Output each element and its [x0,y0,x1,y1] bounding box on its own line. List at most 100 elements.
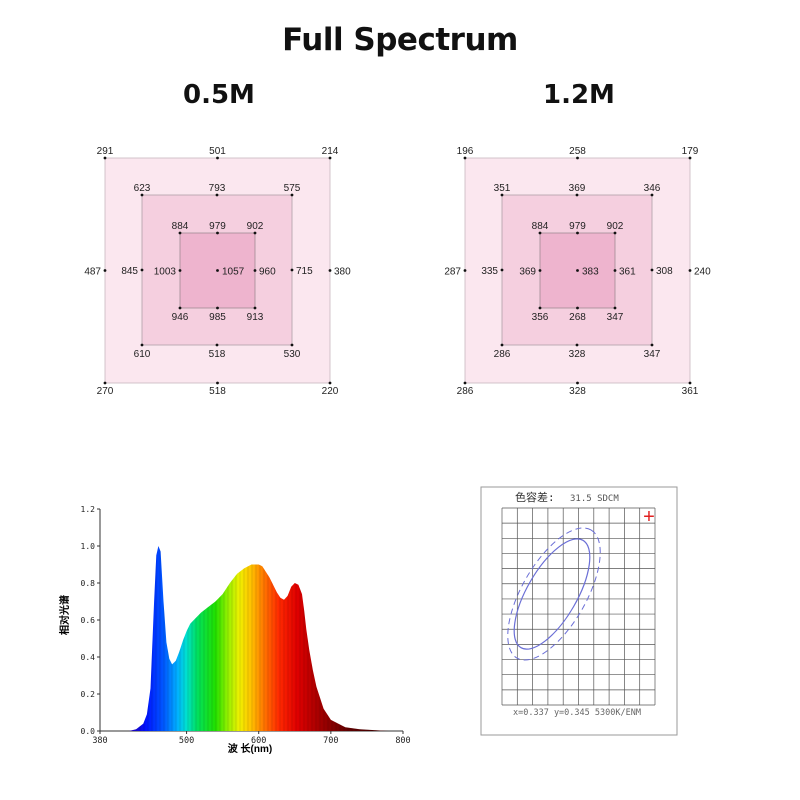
grid-value-outer-bl: 286 [457,386,474,397]
grid-value-inner-tm: 979 [569,221,586,232]
grid-value-center: 383 [582,267,599,278]
grid-value-inner-tr: 902 [607,221,624,232]
grid-point [290,343,294,347]
grid-point [613,231,617,235]
grid-value-middle-mr: 308 [656,266,673,277]
grid-point [328,156,332,160]
grid-value-middle-mr: 715 [296,266,313,277]
grid-value-outer-tl: 196 [457,146,474,157]
grid-title-0: 0.5M [183,80,255,110]
grid-point [576,231,579,235]
grid-value-middle-tl: 623 [134,183,151,194]
grid-value-outer-bl: 270 [97,386,114,397]
tolerance-ellipse-inner [513,538,591,650]
grid-point [140,193,144,197]
y-tick-label: 0.2 [81,690,96,699]
grid-0: 291 501 214 487 380 270 518 220 623 793 575 845 715 6… [84,146,351,397]
grid-value-middle-tm: 793 [209,183,226,194]
grid-value-outer-tr: 179 [682,146,699,157]
grid-point [538,269,542,272]
spectrum-area [128,546,403,731]
x-tick-label: 700 [323,736,338,746]
grid-point [103,156,107,160]
grid-value-outer-tm: 501 [209,146,226,157]
grid-point [688,269,692,272]
grid-point [216,231,219,235]
grid-point [500,268,504,272]
grid-value-center: 1057 [222,267,245,278]
tolerance-value: 31.5 SDCM [570,494,619,504]
tolerance-label: 色容差: [515,490,555,504]
target-marker: + [643,506,655,528]
grid-value-middle-bm: 328 [569,349,586,360]
grid-point [688,381,692,385]
grid-value-inner-mr: 960 [259,267,276,278]
grid-value-middle-tr: 346 [644,183,661,194]
y-tick-label: 0.6 [81,616,96,625]
grid-value-inner-tl: 884 [172,221,189,232]
grid-point [650,193,654,197]
y-tick-label: 0.0 [81,727,96,736]
grid-point [178,269,182,272]
grid-point [328,269,332,272]
grid-point [576,156,579,160]
grid-point [463,269,467,272]
grid-point [463,381,467,385]
grid-point [216,306,219,310]
grid-value-middle-ml: 845 [121,266,138,277]
grid-point [463,156,467,160]
grid-value-inner-tl: 884 [532,221,549,232]
grid-value-inner-mr: 361 [619,267,636,278]
y-axis-label: 相对光谱 [58,595,71,635]
page-title: Full Spectrum [282,22,518,58]
x-tick-label: 600 [251,736,266,746]
x-tick-label: 380 [92,736,107,746]
grid-value-middle-bm: 518 [209,349,226,360]
grid-value-middle-tr: 575 [284,183,301,194]
grid-point [688,156,692,160]
grid-value-inner-bm: 985 [209,312,226,323]
grid-value-outer-mr: 380 [334,267,351,278]
grid-point [290,268,294,272]
grid-point [538,231,542,235]
grid-point [650,268,654,272]
grid-value-inner-bl: 356 [532,312,549,323]
grid-value-outer-ml: 487 [84,267,101,278]
y-tick-label: 1.0 [81,542,96,551]
grid-value-outer-bm: 328 [569,386,586,397]
grid-point [613,269,617,272]
grid-value-outer-br: 361 [682,386,699,397]
grid-value-outer-br: 220 [322,386,339,397]
grid-point [576,381,579,385]
grid-value-inner-br: 913 [247,312,264,323]
grid-value-middle-tl: 351 [494,183,511,194]
grid-point [103,381,107,385]
grid-value-inner-ml: 369 [519,267,536,278]
grid-point [500,343,504,347]
x-axis-label: 波 长(nm) [228,742,272,755]
grid-value-inner-ml: 1003 [154,267,177,278]
grid-point [328,381,332,385]
grid-value-inner-bm: 268 [569,312,586,323]
grid-point [178,231,182,235]
grid-value-inner-tr: 902 [247,221,264,232]
x-tick-label: 800 [395,736,410,746]
grid-point [253,231,257,235]
grid-value-outer-bm: 518 [209,386,226,397]
grid-value-outer-tl: 291 [97,146,114,157]
y-tick-label: 1.2 [81,505,96,514]
grid-title-1: 1.2M [543,80,615,110]
grid-point [140,268,144,272]
grid-value-middle-tm: 369 [569,183,586,194]
grid-point [253,306,257,310]
grid-point [216,156,219,160]
chromaticity-footer: x=0.337 y=0.345 5300K/ENM [513,708,641,718]
grid-value-middle-br: 347 [644,349,661,360]
grid-value-outer-tm: 258 [569,146,586,157]
grid-value-middle-bl: 610 [134,349,151,360]
grid-point-center [216,269,219,272]
grid-point [576,306,579,310]
grid-value-outer-tr: 214 [322,146,339,157]
grid-1: 196 258 179 287 240 286 328 361 351 369 346 335 308 2… [444,146,711,397]
grid-point [215,343,219,347]
